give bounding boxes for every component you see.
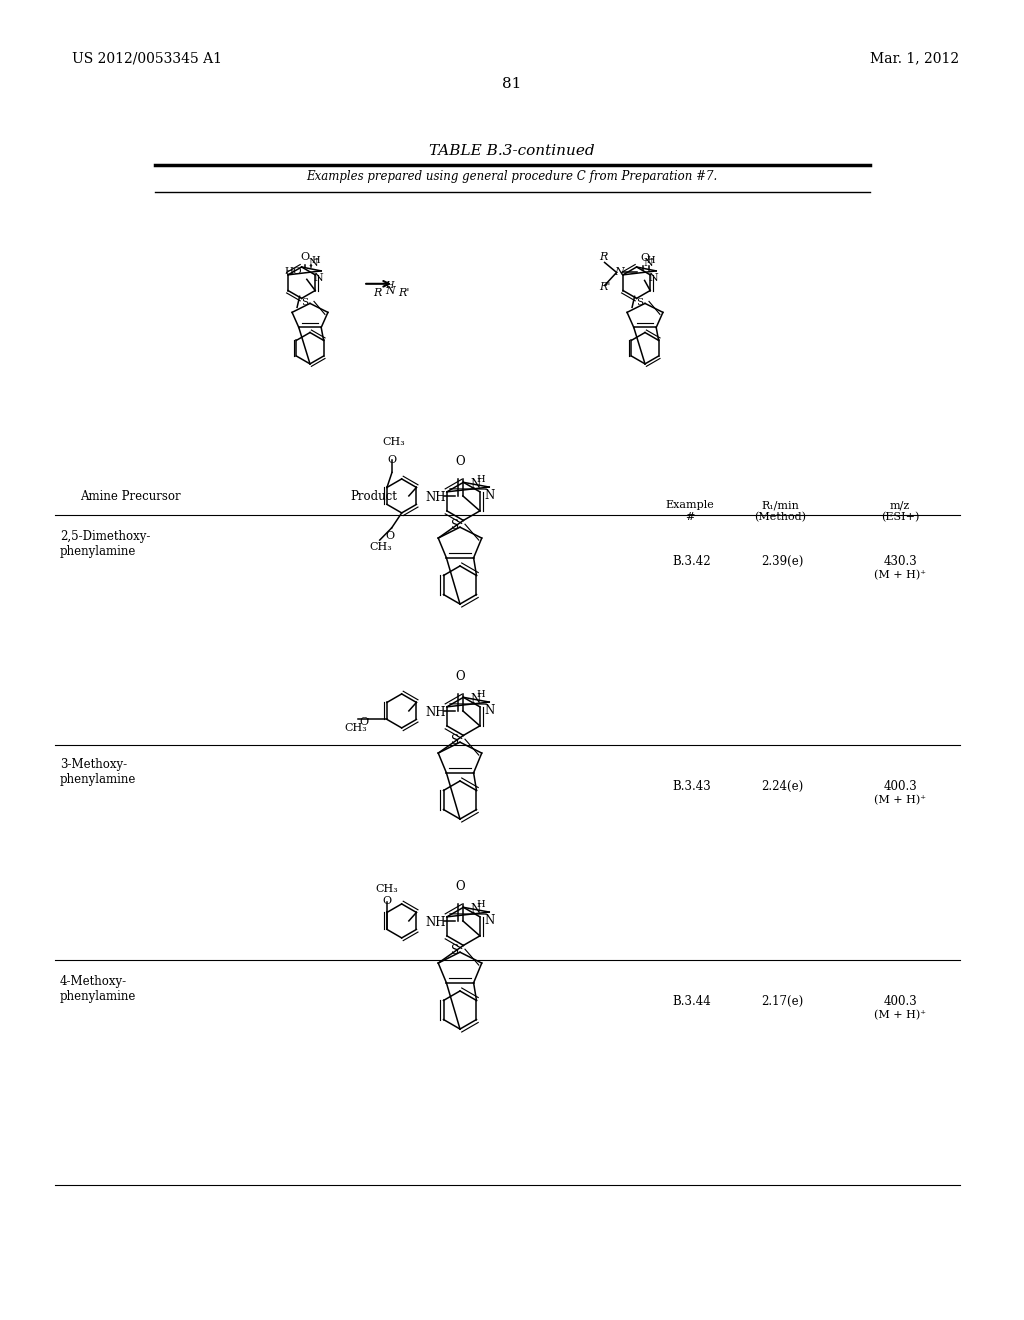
Text: N: N	[484, 704, 495, 717]
Text: H: H	[311, 256, 321, 264]
Text: Amine Precursor: Amine Precursor	[80, 490, 180, 503]
Text: O: O	[455, 880, 465, 892]
Text: N: N	[385, 286, 395, 296]
Text: HO: HO	[285, 268, 302, 276]
Text: O: O	[300, 252, 309, 261]
Text: O: O	[640, 253, 649, 263]
Text: Product: Product	[350, 490, 397, 503]
Text: R': R'	[398, 288, 410, 298]
Text: R': R'	[600, 282, 611, 293]
Text: NH: NH	[426, 706, 446, 719]
Text: N: N	[648, 273, 658, 282]
Text: S: S	[451, 944, 459, 957]
Text: 400.3: 400.3	[883, 780, 916, 793]
Text: 3-Methoxy-: 3-Methoxy-	[60, 758, 127, 771]
Text: O: O	[455, 671, 465, 682]
Text: N: N	[470, 903, 480, 916]
Text: Examples prepared using general procedure C from Preparation #7.: Examples prepared using general procedur…	[306, 170, 718, 183]
Text: O: O	[385, 532, 394, 541]
Text: NH: NH	[426, 916, 446, 929]
Text: H: H	[385, 281, 393, 290]
Text: CH₃: CH₃	[375, 884, 397, 894]
Text: H: H	[647, 256, 655, 264]
Text: phenylamine: phenylamine	[60, 774, 136, 785]
Text: (M + H)⁺: (M + H)⁺	[874, 1010, 926, 1020]
Text: S: S	[451, 734, 459, 747]
Text: phenylamine: phenylamine	[60, 545, 136, 558]
Text: N: N	[308, 257, 318, 268]
Text: O: O	[382, 895, 391, 906]
Text: Mar. 1, 2012: Mar. 1, 2012	[870, 51, 959, 65]
Text: R: R	[600, 252, 608, 263]
Text: NH: NH	[426, 491, 446, 504]
Text: N: N	[470, 478, 480, 491]
Text: N: N	[614, 268, 625, 277]
Text: B.3.44: B.3.44	[673, 995, 712, 1008]
Text: 430.3: 430.3	[883, 554, 916, 568]
Text: CH₃: CH₃	[382, 437, 404, 447]
Text: 2.24(e): 2.24(e)	[761, 780, 803, 793]
Text: 2.39(e): 2.39(e)	[761, 554, 803, 568]
Text: US 2012/0053345 A1: US 2012/0053345 A1	[72, 51, 222, 65]
Text: H: H	[476, 900, 485, 908]
Text: Example
#: Example #	[666, 500, 715, 521]
Text: S: S	[637, 298, 643, 306]
Text: R₁/min
(Method): R₁/min (Method)	[754, 500, 806, 521]
Text: 4-Methoxy-: 4-Methoxy-	[60, 975, 127, 987]
Text: N: N	[484, 490, 495, 502]
Text: N: N	[643, 257, 653, 268]
Text: TABLE B.3-continued: TABLE B.3-continued	[429, 144, 595, 158]
Text: H: H	[476, 475, 485, 483]
Text: phenylamine: phenylamine	[60, 990, 136, 1003]
Text: 400.3: 400.3	[883, 995, 916, 1008]
Text: B.3.42: B.3.42	[673, 554, 712, 568]
Text: S: S	[301, 298, 308, 306]
Text: R: R	[373, 288, 382, 298]
Text: (M + H)⁺: (M + H)⁺	[874, 795, 926, 805]
Text: N: N	[470, 693, 480, 706]
Text: B.3.43: B.3.43	[673, 780, 712, 793]
Text: O: O	[455, 455, 465, 467]
Text: CH₃: CH₃	[370, 543, 392, 552]
Text: O: O	[359, 718, 369, 727]
Text: m/z
(ESI+): m/z (ESI+)	[881, 500, 920, 521]
Text: N: N	[484, 913, 495, 927]
Text: 2.17(e): 2.17(e)	[761, 995, 803, 1008]
Text: H: H	[476, 689, 485, 698]
Text: 81: 81	[503, 77, 521, 91]
Text: (M + H)⁺: (M + H)⁺	[874, 570, 926, 579]
Text: CH₃: CH₃	[345, 723, 368, 734]
Text: S: S	[451, 519, 459, 532]
Text: 2,5-Dimethoxy-: 2,5-Dimethoxy-	[60, 531, 151, 543]
Text: N: N	[313, 273, 323, 282]
Text: O: O	[387, 455, 396, 465]
